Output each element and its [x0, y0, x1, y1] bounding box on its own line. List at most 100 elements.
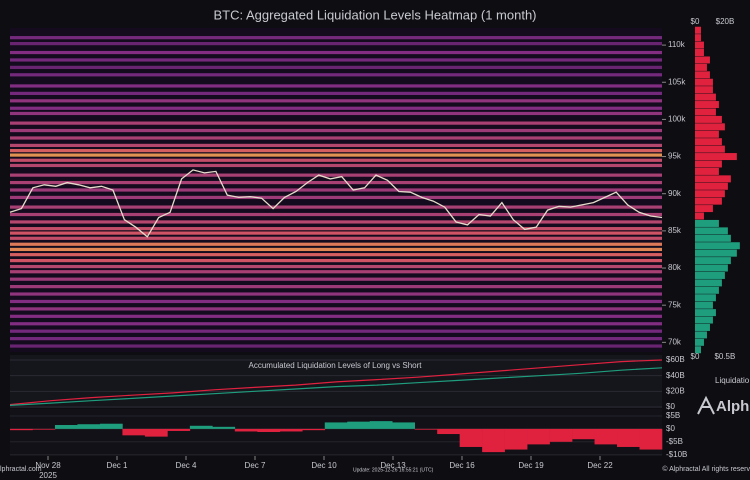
y-tick-label: 100k: [668, 115, 686, 124]
heat-band: [10, 143, 662, 148]
short-bar: [695, 56, 710, 64]
short-bar: [695, 212, 704, 220]
side-label: Liquidatio: [715, 376, 750, 385]
footer-left: lphractal.com: [0, 466, 42, 473]
accumulated-line: [9, 359, 663, 406]
side-top-tick-label: $20B: [716, 17, 735, 26]
short-bar: [695, 108, 716, 116]
heat-band: [10, 58, 662, 62]
heat-band: [10, 84, 662, 88]
delta-bar: [234, 428, 258, 432]
long-bar: [695, 346, 701, 354]
long-bar: [695, 279, 722, 287]
y-tick-label: 75k: [668, 300, 682, 309]
y-tick-label: $60B: [666, 355, 685, 364]
short-bar: [695, 86, 713, 94]
delta-bar: [54, 425, 78, 429]
delta-bar: [549, 428, 573, 442]
heat-band: [10, 329, 662, 333]
short-bar: [695, 71, 710, 79]
heat-band: [10, 136, 662, 140]
heat-band: [10, 106, 662, 110]
x-tick-label: Dec 13: [380, 461, 406, 470]
short-bar: [695, 145, 725, 153]
y-tick-label: $0: [666, 402, 675, 411]
delta-bar: [144, 428, 168, 437]
short-bar: [695, 63, 707, 71]
delta-bar: [459, 428, 483, 447]
delta-bar: [572, 428, 595, 440]
long-bar: [695, 309, 716, 317]
long-bar: [695, 338, 704, 346]
heat-band: [10, 344, 662, 348]
delta-bar: [392, 422, 415, 429]
short-bar: [695, 78, 713, 86]
x-year-label: 2025: [39, 471, 57, 480]
long-bar: [695, 219, 719, 227]
heat-band: [10, 236, 662, 240]
y-tick-label: 110k: [668, 40, 686, 49]
short-bar: [695, 34, 701, 42]
y-tick-label: -$10B: [666, 450, 687, 459]
heat-band: [10, 73, 662, 77]
heat-band: [10, 163, 662, 168]
chart-title: BTC: Aggregated Liquidation Levels Heatm…: [213, 7, 536, 22]
y-tick-label: -$5B: [666, 437, 683, 446]
brand-logo: Alph: [697, 395, 749, 415]
y-tick-label: 95k: [668, 152, 682, 161]
y-tick-label: 70k: [668, 337, 682, 346]
y-tick-label: 80k: [668, 263, 682, 272]
heat-band: [10, 307, 662, 311]
short-bar: [695, 182, 728, 190]
short-bar: [695, 41, 704, 49]
heat-band: [10, 36, 662, 40]
heat-band: [10, 50, 662, 55]
heat-band: [10, 212, 662, 217]
delta-bar: [414, 428, 438, 430]
y-tick-label: $20B: [666, 386, 685, 395]
logo-icon: [697, 395, 715, 415]
heat-band: [10, 91, 662, 95]
heat-band: [10, 337, 662, 341]
delta-bar: [189, 425, 213, 429]
short-bar: [695, 197, 722, 205]
x-tick-label: Dec 7: [245, 461, 266, 470]
heat-band: [10, 121, 662, 125]
panel-title: Accumulated Liquidation Levels of Long v…: [249, 361, 423, 370]
delta-bar: [302, 428, 326, 431]
footer-right: © Alphractal All rights reserv: [662, 465, 750, 473]
heat-band: [10, 188, 662, 192]
heat-band: [10, 227, 662, 231]
long-bar: [695, 257, 731, 265]
short-bar: [695, 153, 737, 161]
long-bar: [695, 242, 740, 250]
footer-update: Update: 2025-12-26 16:55:21 (UTC): [353, 467, 434, 473]
x-tick-label: Nov 28: [35, 461, 61, 470]
heat-band: [10, 270, 662, 274]
delta-bar: [212, 426, 236, 429]
delta-bar: [437, 428, 460, 435]
y-tick-label: $0: [666, 424, 675, 433]
y-tick-label: $40B: [666, 371, 685, 380]
delta-bar: [10, 428, 33, 431]
x-tick-label: Dec 19: [518, 461, 544, 470]
delta-bar: [279, 428, 303, 432]
heat-band: [10, 195, 662, 200]
heat-band: [10, 277, 662, 281]
x-tick-label: Dec 4: [176, 461, 197, 470]
delta-bar: [639, 428, 663, 450]
long-bar: [695, 316, 713, 324]
long-bar: [695, 294, 716, 302]
heat-band: [10, 322, 662, 326]
heat-band: [10, 173, 662, 177]
accumulated-line: [9, 367, 663, 406]
y-tick-label: 105k: [668, 77, 686, 86]
long-bar: [695, 286, 719, 294]
short-bar: [695, 93, 716, 101]
heat-band: [10, 149, 662, 153]
delta-bar: [527, 428, 550, 445]
delta-bar: [167, 428, 191, 431]
long-bar: [695, 271, 725, 279]
short-bar: [695, 115, 722, 123]
heat-band: [10, 65, 662, 69]
